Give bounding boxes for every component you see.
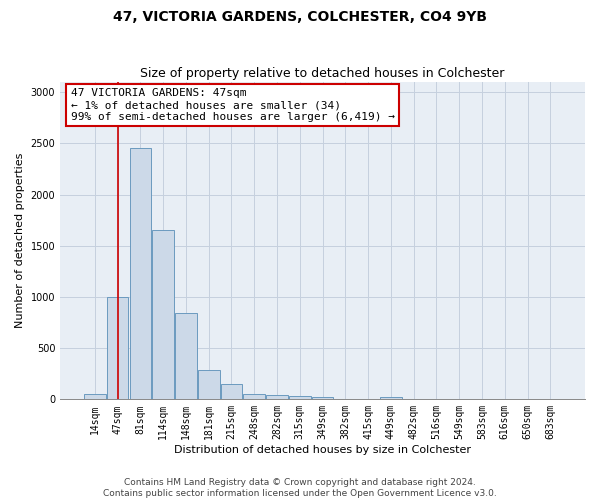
Bar xyxy=(152,230,174,400)
Text: 47, VICTORIA GARDENS, COLCHESTER, CO4 9YB: 47, VICTORIA GARDENS, COLCHESTER, CO4 9Y… xyxy=(113,10,487,24)
Title: Size of property relative to detached houses in Colchester: Size of property relative to detached ho… xyxy=(140,66,505,80)
Bar xyxy=(221,384,242,400)
Bar xyxy=(380,397,402,400)
Bar xyxy=(175,314,197,400)
Bar xyxy=(84,394,106,400)
Bar xyxy=(244,394,265,400)
Bar xyxy=(130,148,151,400)
Y-axis label: Number of detached properties: Number of detached properties xyxy=(15,153,25,328)
Bar xyxy=(198,370,220,400)
Bar xyxy=(289,396,311,400)
Bar xyxy=(266,394,288,400)
Bar xyxy=(312,398,334,400)
Bar xyxy=(107,297,128,400)
X-axis label: Distribution of detached houses by size in Colchester: Distribution of detached houses by size … xyxy=(174,445,471,455)
Text: 47 VICTORIA GARDENS: 47sqm
← 1% of detached houses are smaller (34)
99% of semi-: 47 VICTORIA GARDENS: 47sqm ← 1% of detac… xyxy=(71,88,395,122)
Text: Contains HM Land Registry data © Crown copyright and database right 2024.
Contai: Contains HM Land Registry data © Crown c… xyxy=(103,478,497,498)
